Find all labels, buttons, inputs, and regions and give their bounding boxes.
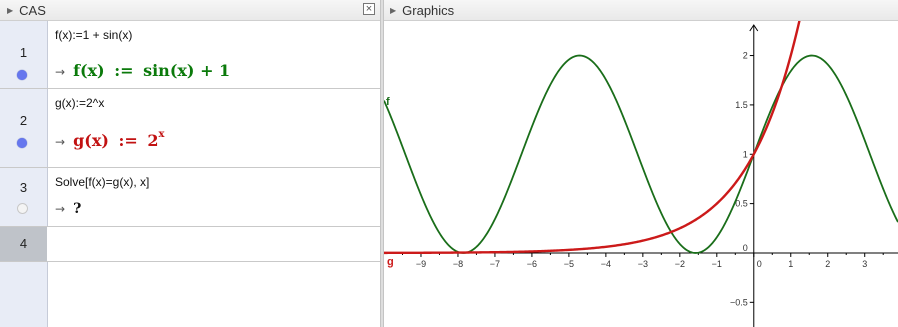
cas-row-1[interactable]: 1 f(x):=1 + sin(x) → f(x) := sin(x) + 1 [0,21,380,89]
cas-row-4[interactable]: 4 [0,227,380,262]
output-assign: := [114,61,134,80]
output-body: ? [73,201,82,217]
x-tick-label: 0 [757,259,762,269]
y-tick-label: −0.5 [730,297,748,307]
x-tick-label: −5 [564,259,574,269]
row-number-selected [0,227,47,261]
curve-f [384,54,898,254]
y-axis-arrow-icon [749,24,759,32]
y-tick-label: 1 [743,149,748,159]
x-tick-label: −7 [490,259,500,269]
cas-input[interactable]: f(x):=1 + sin(x) [55,28,133,42]
curve-label-f: f [386,96,390,108]
output-arrow: → [55,65,66,79]
x-tick-label: −9 [416,259,426,269]
cas-title: CAS [19,2,46,18]
x-tick-label: −3 [638,259,648,269]
output-head: f(x) [73,61,105,80]
x-tick-label: 2 [825,259,830,269]
y-tick-label: 1.5 [735,100,748,110]
output-base: 2 [147,131,159,150]
cas-row-3[interactable]: 3 Solve[f(x)=g(x), x] →? [0,168,380,227]
cas-output: → f(x) := sin(x) + 1 [55,61,230,80]
x-tick-label: −1 [712,259,722,269]
output-arrow: → [55,135,66,149]
split-pane-divider[interactable] [380,0,384,327]
x-tick-label: 1 [788,259,793,269]
cas-input[interactable]: Solve[f(x)=g(x), x] [55,175,150,189]
curve-g [384,21,801,255]
cas-row-2[interactable]: 2 g(x):=2^x → g(x) := 2x [0,89,380,168]
curve-label-g: g [387,256,394,268]
row-number: 2 [19,113,28,128]
visibility-toggle-icon[interactable] [17,203,28,214]
output-head: g(x) [73,131,109,150]
cas-header[interactable]: ▶ CAS × [0,0,380,21]
close-icon[interactable]: × [363,3,375,15]
y-tick-label: 0.5 [735,199,748,209]
cas-output: → g(x) := 2x [55,129,165,150]
cas-view: ▶ CAS × 1 f(x):=1 + sin(x) → f(x) := sin(… [0,0,380,327]
cas-input[interactable]: g(x):=2^x [55,96,105,110]
collapse-triangle-icon[interactable]: ▶ [390,5,397,15]
x-tick-label: −8 [453,259,463,269]
visibility-toggle-icon[interactable] [17,70,27,80]
y-tick-label: 0 [743,243,748,253]
visibility-toggle-icon[interactable] [17,138,27,148]
output-exponent: x [158,129,165,140]
graphics-view: ▶ Graphics −9 −8 −7 −6 −5 −4 −3 −2 −1 0 1 2 3 −0.5 0 0.… [384,0,898,327]
graphics-canvas[interactable]: −9 −8 −7 −6 −5 −4 −3 −2 −1 0 1 2 3 −0.5 0 0.5 1 1.5 2 f g [384,21,898,327]
x-tick-label: −2 [675,259,685,269]
x-tick-label: −6 [527,259,537,269]
x-tick-label: 3 [862,259,867,269]
output-body: sin(x) + 1 [143,61,231,80]
row-number: 3 [19,180,28,195]
row-number: 4 [19,236,28,251]
graphics-header[interactable]: ▶ Graphics [384,0,898,21]
y-tick-label: 2 [743,51,748,61]
output-assign: := [118,131,138,150]
collapse-triangle-icon[interactable]: ▶ [7,5,14,15]
x-tick-label: −4 [601,259,611,269]
output-arrow: → [55,202,66,216]
graphics-title: Graphics [402,2,455,18]
row-number: 1 [19,45,28,60]
cas-output: →? [55,201,81,217]
